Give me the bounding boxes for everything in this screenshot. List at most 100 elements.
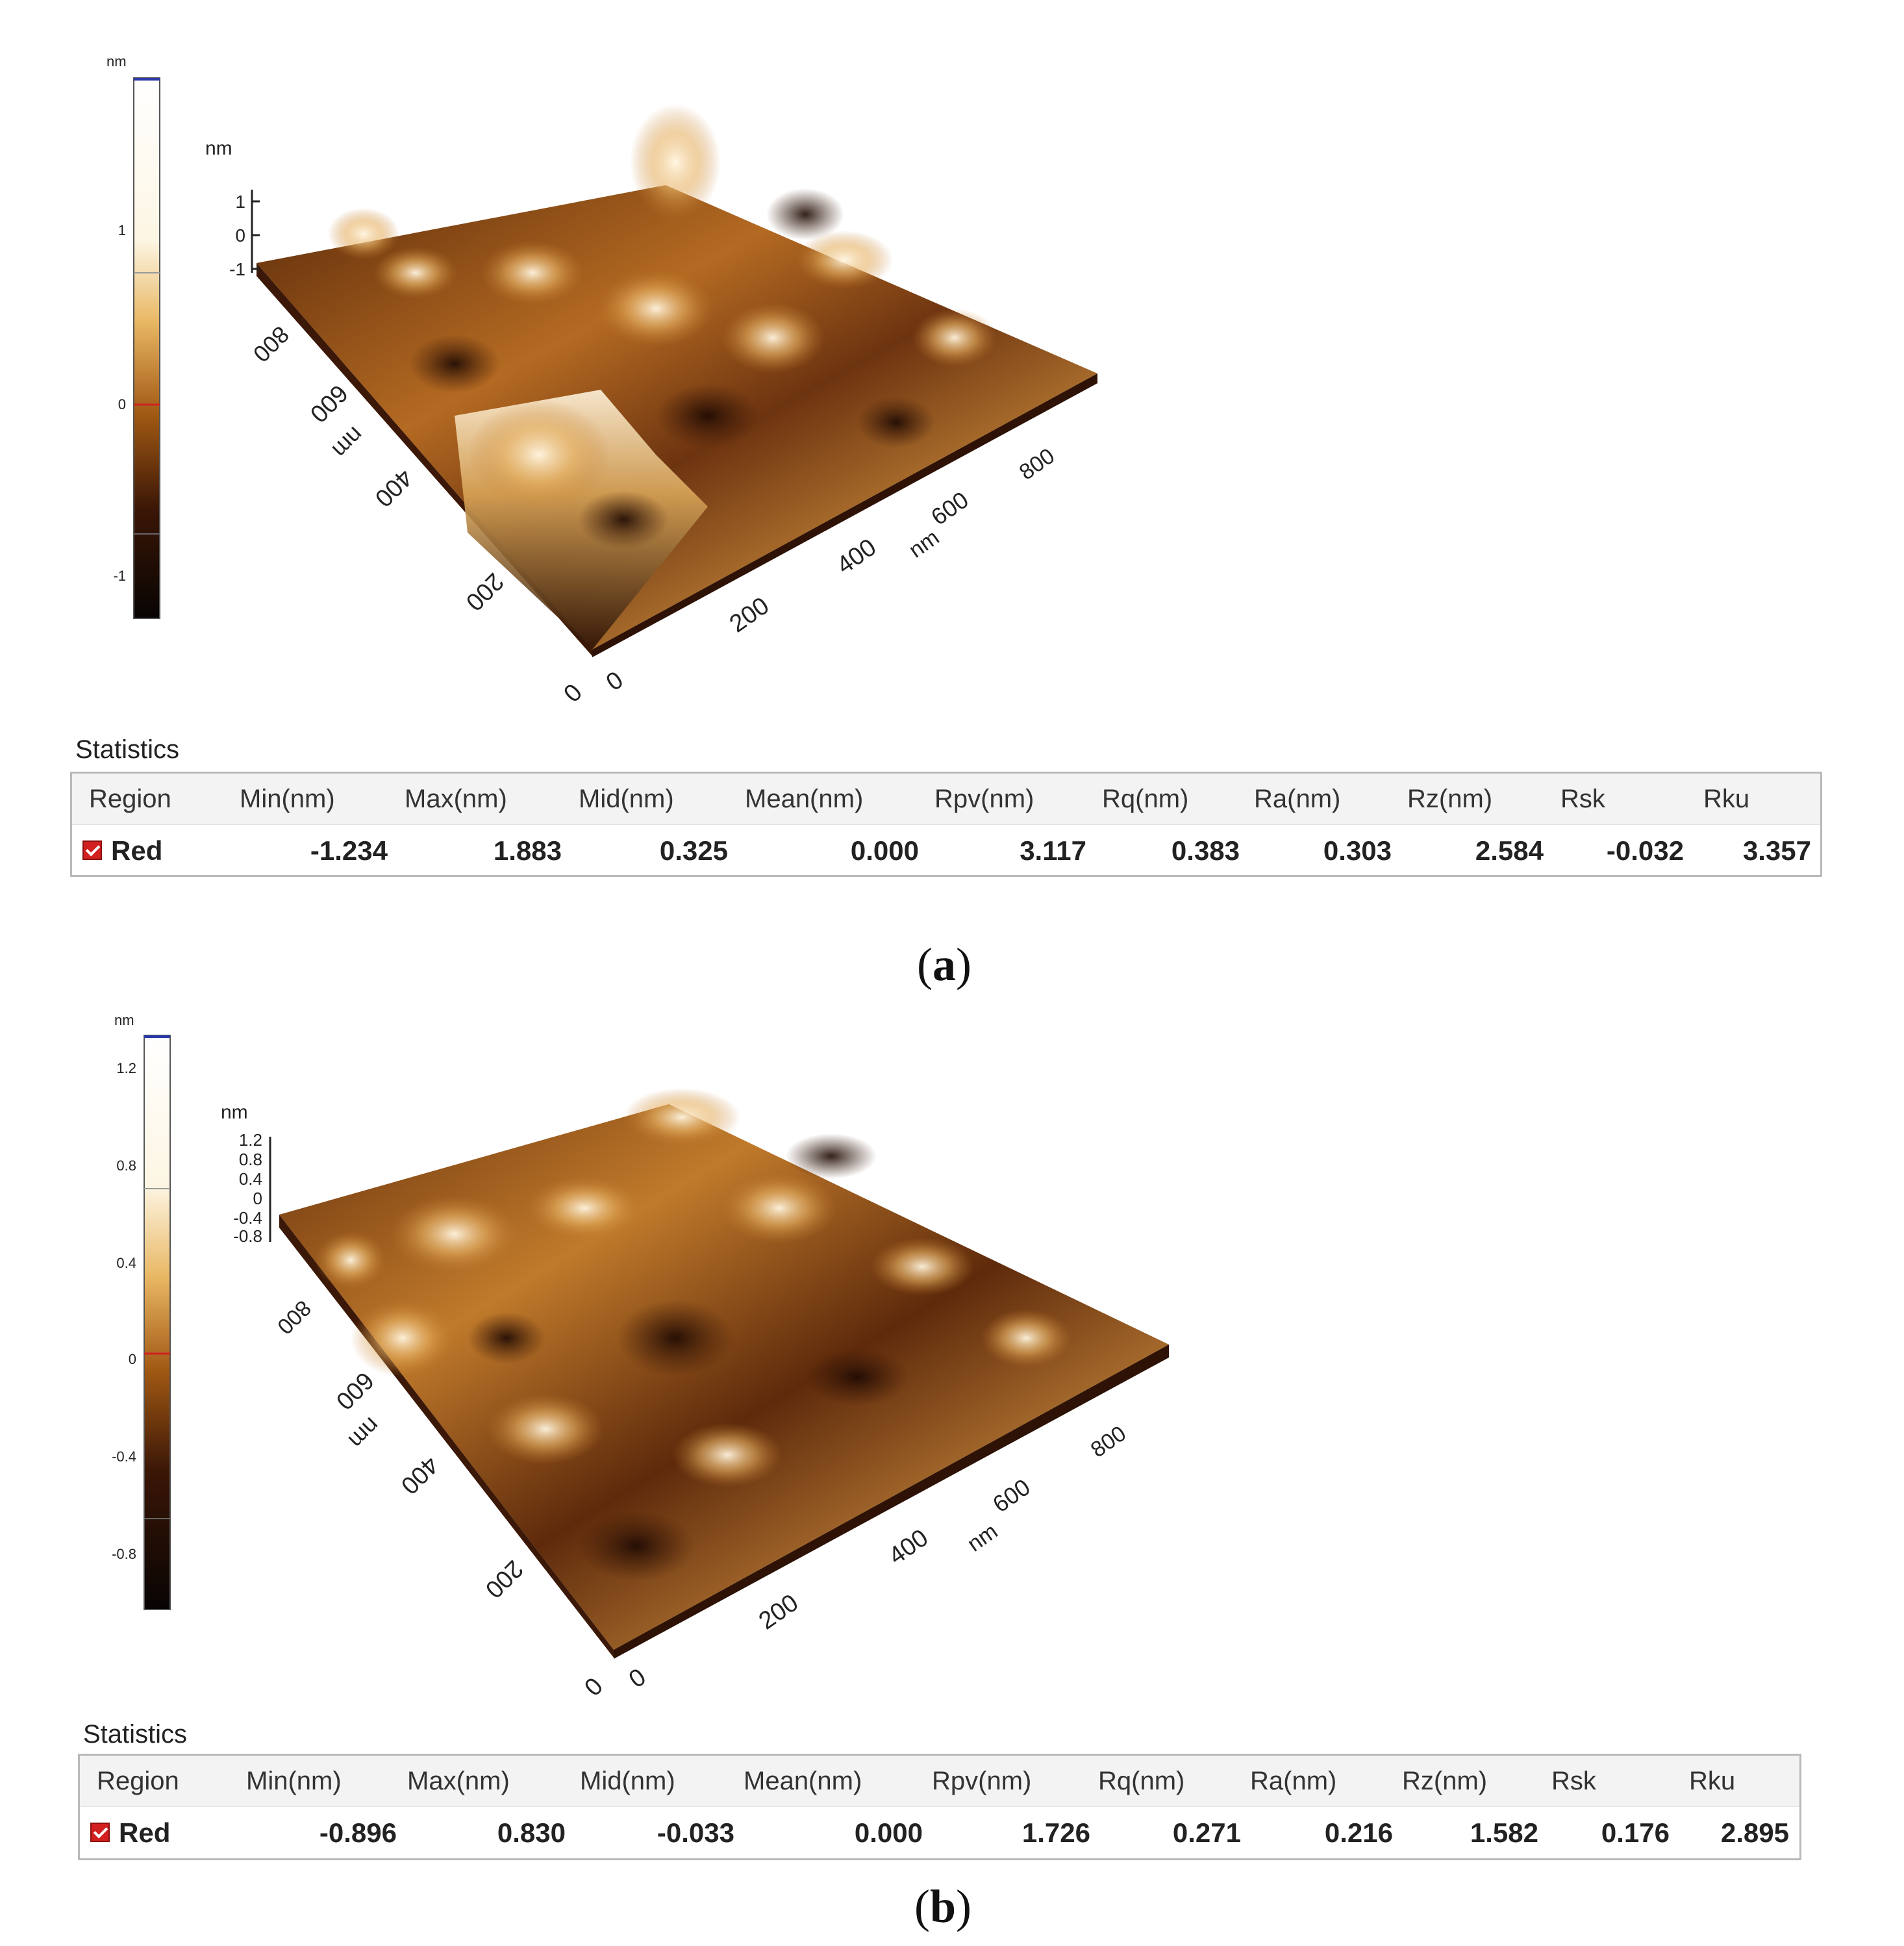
x-axis-unit: nm [963, 1519, 1002, 1556]
value-min: -1.234 [310, 835, 388, 866]
z-axis-tick: 1.2 [239, 1130, 262, 1150]
x-axis-tick: 800 [1015, 444, 1059, 485]
value-rz: 1.582 [1470, 1817, 1538, 1848]
colorbar-tick: -0.8 [112, 1546, 136, 1562]
y-axis-tick: 0 [558, 678, 587, 707]
y-axis-tick: 0 [579, 1672, 608, 1701]
header-rz: Rz(nm) [1402, 1767, 1488, 1795]
header-rz: Rz(nm) [1407, 785, 1493, 813]
region-name: Red [119, 1817, 171, 1848]
y-axis-tick: 400 [370, 464, 418, 512]
x-axis-tick: 400 [884, 1524, 933, 1571]
figure-caption-b: (b) [914, 1880, 972, 1932]
header-rq: Rq(nm) [1102, 785, 1189, 813]
value-rku: 2.895 [1720, 1817, 1789, 1848]
statistics-table: Region Min(nm) Max(nm) Mid(nm) Mean(nm) … [70, 772, 1822, 877]
statistics-title: Statistics [75, 735, 180, 764]
value-rpv: 3.117 [1020, 835, 1086, 866]
checkbox-checked-icon[interactable] [82, 840, 102, 860]
z-axis-tick: -0.8 [233, 1226, 262, 1246]
colorbar-tick: 0 [118, 396, 126, 412]
colorbar-tick: -1 [113, 568, 126, 584]
colorbar-gradient [133, 77, 160, 619]
panel-b: nm 1.2 0.8 0.4 0 -0.4 -0.8 [0, 974, 1904, 1946]
value-mean: 0.000 [850, 835, 919, 866]
x-axis-tick: 200 [725, 592, 774, 638]
colorbar-gradient [144, 1035, 171, 1610]
colorbar-tick: 0 [129, 1351, 136, 1367]
header-mean: Mean(nm) [744, 1767, 862, 1795]
statistics-data-row: Red -0.896 0.830 -0.033 0.000 1.726 0.27… [80, 1808, 1799, 1858]
header-region: Region [89, 785, 171, 813]
value-rku: 3.357 [1742, 835, 1811, 866]
header-rsk: Rsk [1551, 1767, 1596, 1795]
statistics-header-row: Region Min(nm) Max(nm) Mid(nm) Mean(nm) … [72, 774, 1820, 825]
statistics-data-row: Red -1.234 1.883 0.325 0.000 3.117 0.383… [72, 826, 1820, 876]
colorbar-tick: 0.8 [116, 1157, 136, 1174]
value-rpv: 1.726 [1021, 1817, 1090, 1848]
z-axis-tick: -0.4 [233, 1208, 262, 1228]
value-max: 1.883 [493, 835, 562, 866]
z-axis-tick: -1 [229, 259, 245, 279]
region-name: Red [111, 835, 163, 866]
colorbar-tick: 1 [118, 222, 126, 238]
afm-plot-b: nm 1.2 0.8 0.4 0 -0.4 -0.8 [112, 1012, 1169, 1701]
value-ra: 0.216 [1324, 1817, 1393, 1848]
x-axis-tick: 0 [624, 1663, 651, 1694]
colorbar-tick: -0.4 [112, 1448, 136, 1465]
header-ra: Ra(nm) [1250, 1767, 1337, 1795]
header-min: Min(nm) [240, 785, 335, 813]
header-rsk: Rsk [1560, 785, 1605, 813]
figure-caption-a: (a) [917, 939, 971, 991]
header-rpv: Rpv(nm) [934, 785, 1034, 813]
z-axis-label: nm [205, 138, 232, 159]
surface-3d-a [257, 104, 1097, 657]
x-axis-tick: 800 [1086, 1421, 1131, 1463]
y-axis-tick: 800 [248, 321, 294, 367]
header-rq: Rq(nm) [1098, 1767, 1185, 1795]
x-axis-tick: 200 [754, 1589, 803, 1636]
colorbar-tick: 0.4 [116, 1255, 136, 1271]
value-max: 0.830 [497, 1817, 566, 1848]
value-min: -0.896 [319, 1817, 397, 1848]
y-axis-tick: 600 [331, 1367, 379, 1415]
surface-3d-b [279, 1088, 1169, 1659]
x-axis-tick: 600 [926, 486, 973, 531]
z-axis-tick: 0 [235, 225, 245, 246]
colorbar-a: nm 1 0 -1 [106, 53, 160, 619]
x-axis-unit: nm [905, 525, 944, 562]
y-axis-tick: 400 [395, 1451, 444, 1500]
z-axis-tick: 1 [235, 192, 245, 212]
header-mean: Mean(nm) [745, 785, 864, 813]
y-axis-tick: 800 [272, 1295, 316, 1339]
header-ra: Ra(nm) [1254, 785, 1341, 813]
value-rz: 2.584 [1475, 835, 1544, 866]
afm-plot-a: nm 1 0 -1 [106, 53, 1097, 707]
y-axis-tick: 200 [460, 568, 509, 616]
header-rku: Rku [1689, 1767, 1736, 1795]
panel-a: nm 1 0 -1 [0, 0, 1904, 1013]
x-axis-tick: 600 [988, 1474, 1035, 1518]
value-rsk: 0.176 [1601, 1817, 1670, 1848]
header-rku: Rku [1703, 785, 1750, 813]
value-mid: -0.033 [657, 1817, 734, 1848]
z-axis-tick: 0.4 [239, 1169, 262, 1189]
colorbar-b: nm 1.2 0.8 0.4 0 -0.4 -0.8 [112, 1012, 171, 1610]
y-axis-tick: 200 [480, 1555, 529, 1604]
x-axis-tick: 0 [601, 666, 628, 697]
value-mean: 0.000 [854, 1817, 923, 1848]
header-max: Max(nm) [405, 785, 507, 813]
z-axis-a: nm 1 0 -1 [205, 138, 260, 279]
z-axis-tick: 0.8 [239, 1150, 262, 1169]
z-axis-tick: 0 [253, 1189, 262, 1208]
header-mid: Mid(nm) [579, 785, 674, 813]
y-axis-tick: 600 [305, 379, 353, 428]
y-axis-unit: nm [327, 422, 369, 463]
region-cell: Red [82, 826, 162, 876]
header-mid: Mid(nm) [580, 1767, 675, 1795]
header-region: Region [97, 1767, 179, 1795]
header-max: Max(nm) [407, 1767, 510, 1795]
checkbox-checked-icon[interactable] [90, 1822, 110, 1842]
region-cell: Red [90, 1808, 170, 1858]
z-axis-b: nm 1.2 0.8 0.4 0 -0.4 -0.8 [221, 1102, 271, 1246]
